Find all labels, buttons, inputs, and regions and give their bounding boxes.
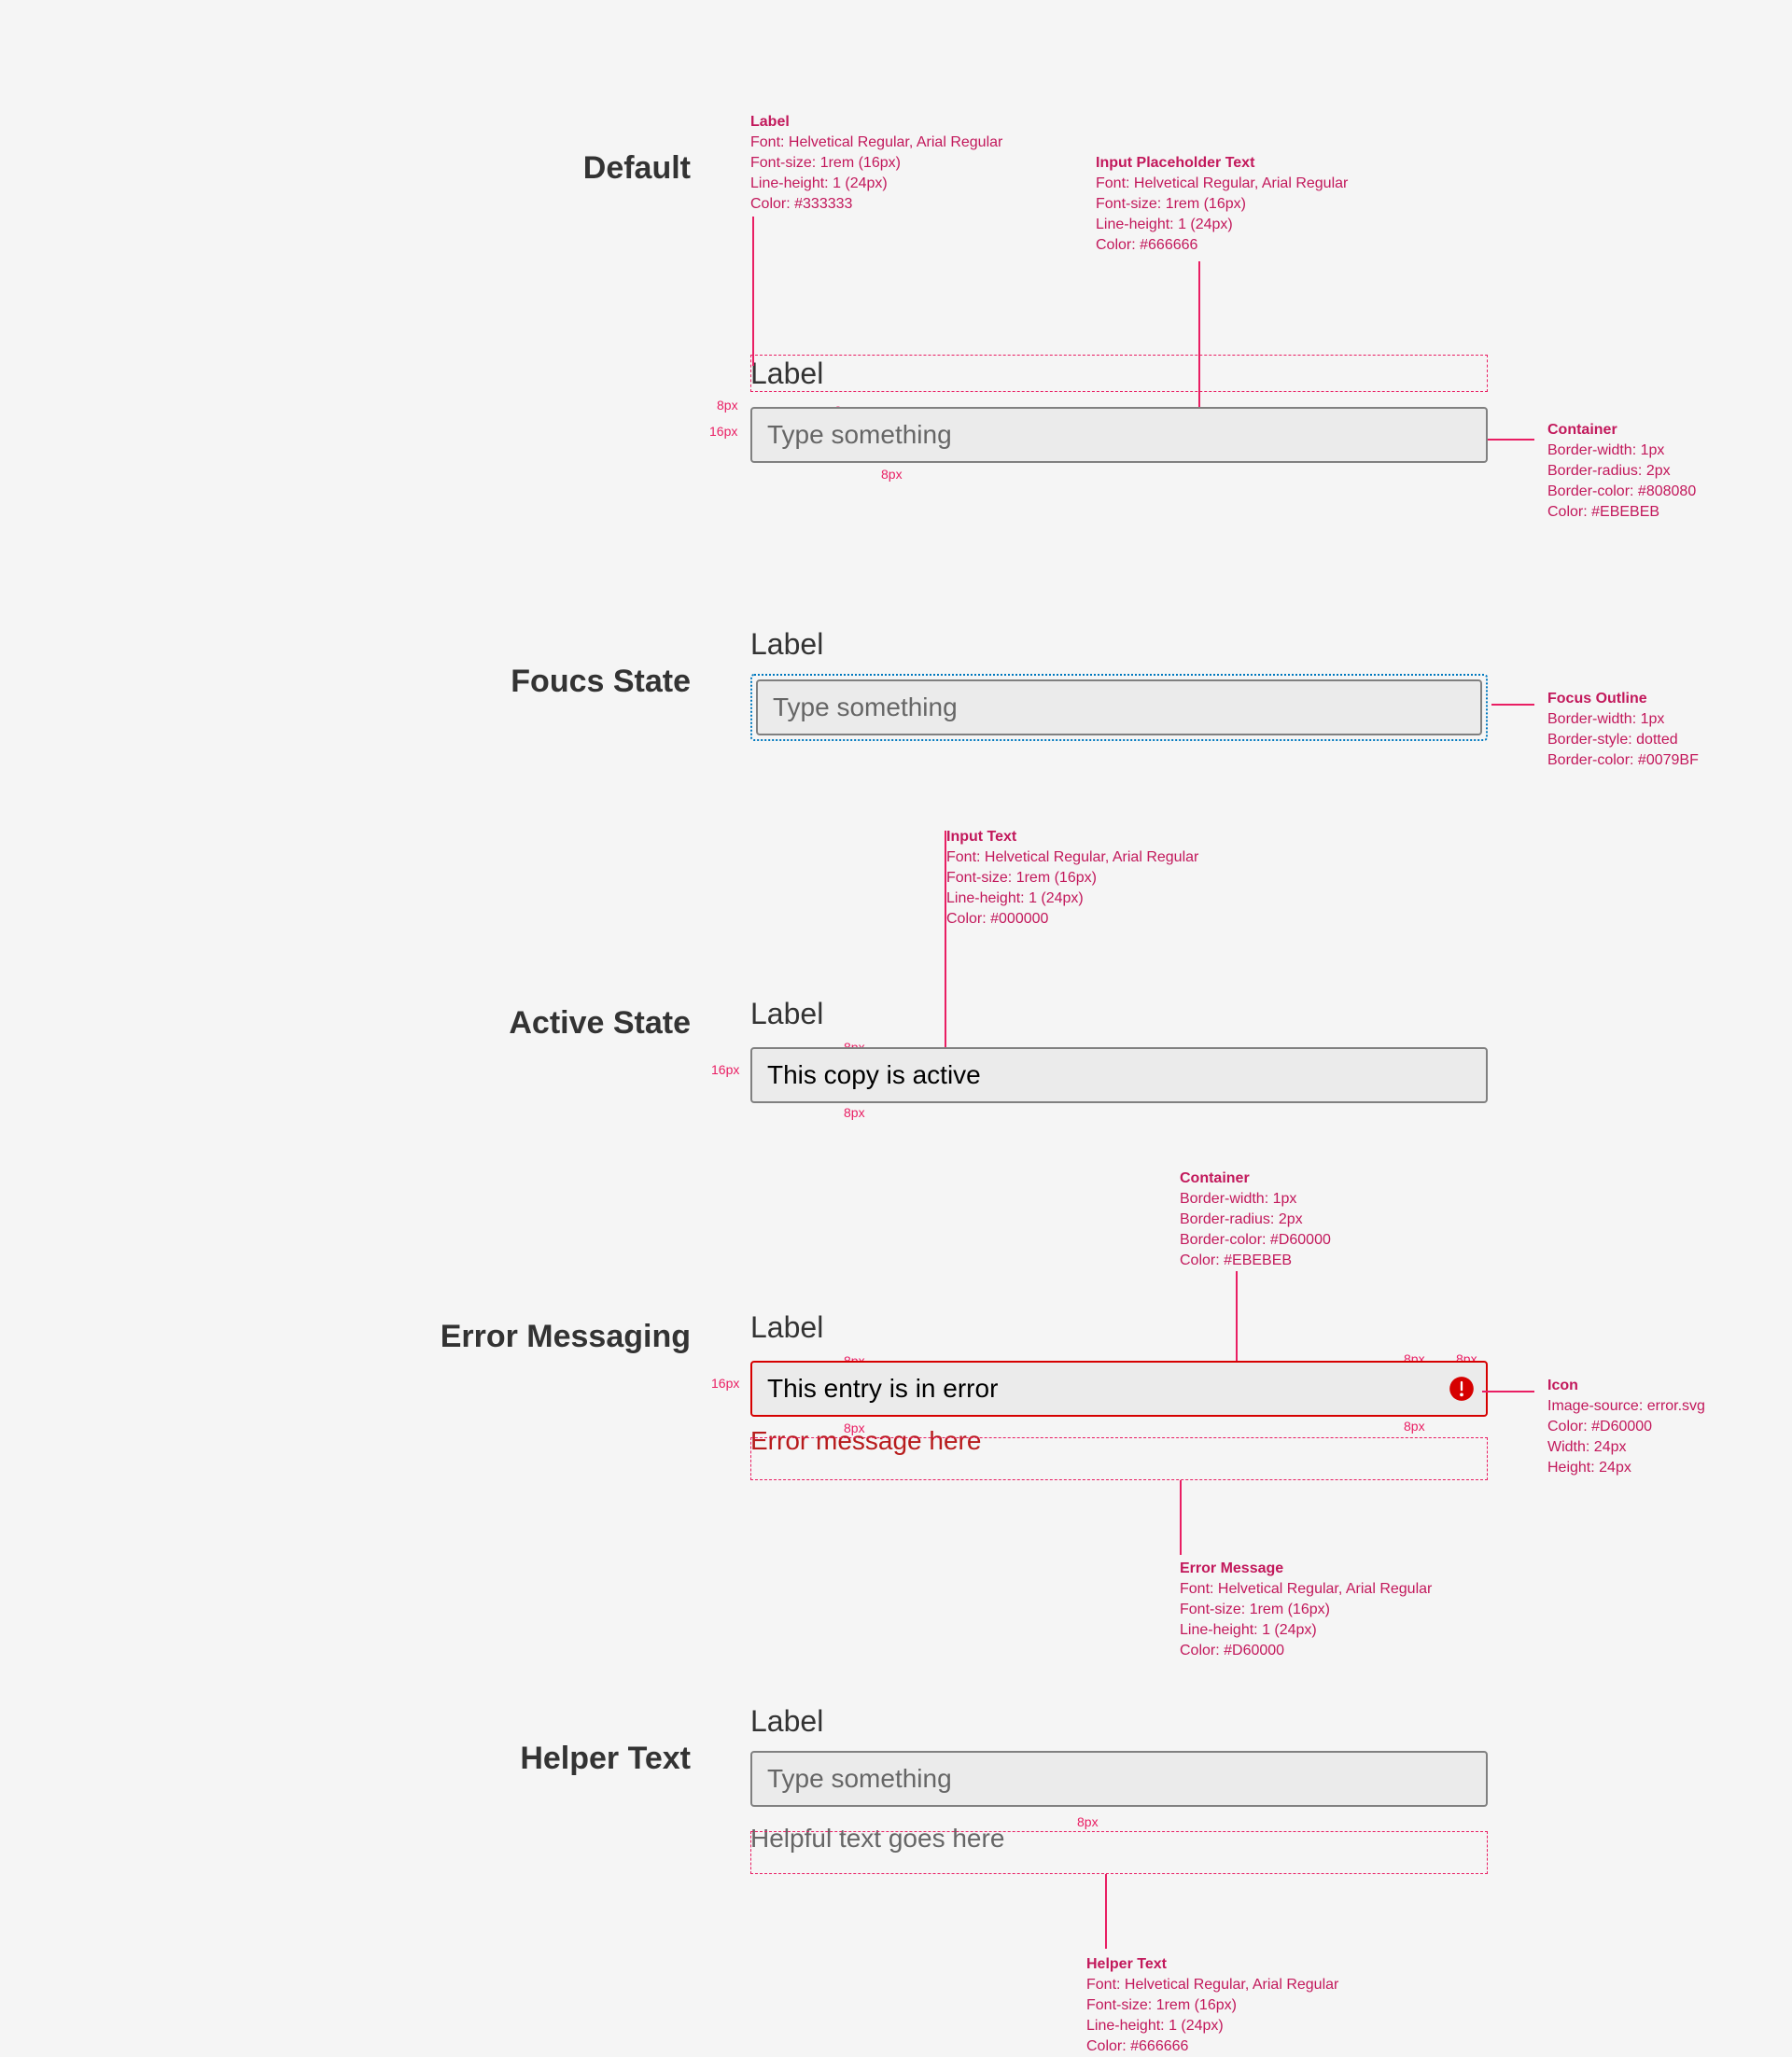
text-input[interactable]: Type something [750, 407, 1488, 463]
annotation-title: Container [1547, 422, 1617, 438]
row-default: Default Label Font: Helvetical Regular, … [0, 112, 1792, 523]
annotation-title: Icon [1547, 1378, 1578, 1393]
annotation-line: Color: #666666 [1096, 237, 1197, 253]
annotation-input-text: Input Text Font: Helvetical Regular, Ari… [946, 827, 1301, 930]
state-title-error: Error Messaging [0, 1318, 691, 1355]
annotation-line: Color: #D60000 [1547, 1419, 1652, 1434]
annotation-line: Line-height: 1 (24px) [750, 175, 888, 191]
annotation-line: Font-size: 1rem (16px) [1180, 1602, 1330, 1617]
annotation-line: Border-radius: 2px [1547, 463, 1671, 479]
annotation-line: Color: #EBEBEB [1547, 504, 1659, 520]
input-value: This copy is active [767, 1058, 981, 1092]
annotation-placeholder: Input Placeholder Text Font: Helvetical … [1096, 153, 1450, 256]
annotation-line: Color: #D60000 [1180, 1643, 1284, 1658]
annotation-title: Focus Outline [1547, 691, 1647, 707]
input-label: Label [750, 1702, 1488, 1740]
annotation-line: Line-height: 1 (24px) [1180, 1622, 1317, 1638]
annotation-title: Container [1180, 1170, 1250, 1186]
annotation-line: Border-width: 1px [1180, 1191, 1296, 1207]
annotation-line: Line-height: 1 (24px) [1096, 217, 1233, 232]
input-label: Label [750, 355, 1488, 392]
error-message: Error message here [750, 1424, 1488, 1458]
annotation-line: Font: Helvetical Regular, Arial Regular [750, 134, 1002, 150]
spacing-8px: 8px [717, 398, 738, 413]
annotation-title: Error Message [1180, 1560, 1283, 1576]
spacing-16px: 16px [709, 424, 737, 439]
state-title-helper: Helper Text [0, 1740, 691, 1777]
annotation-title: Helper Text [1086, 1956, 1167, 1972]
annotation-title: Input Text [946, 829, 1016, 845]
text-input-error[interactable]: This entry is in error [750, 1361, 1488, 1417]
row-focus: Foucs State Label Type something Focus O… [0, 625, 1792, 771]
annotation-helper-text: Helper Text Font: Helvetical Regular, Ar… [1086, 1954, 1441, 2057]
spacing-8px: 8px [881, 467, 903, 482]
row-error: Error Messaging Container Border-width: … [0, 1140, 1792, 1478]
state-title-active: Active State [0, 1004, 691, 1042]
input-label: Label [750, 995, 1488, 1032]
spec-sheet: Default Label Font: Helvetical Regular, … [0, 0, 1792, 2042]
text-input[interactable]: This copy is active [750, 1047, 1488, 1103]
row-active: Active State Input Text Font: Helvetical… [0, 827, 1792, 1103]
lead-line [1180, 1480, 1182, 1555]
annotation-line: Border-radius: 2px [1180, 1211, 1303, 1227]
input-placeholder: Type something [767, 1762, 952, 1796]
annotation-line: Font: Helvetical Regular, Arial Regular [946, 849, 1198, 865]
text-input[interactable]: Type something [750, 1751, 1488, 1807]
input-value: This entry is in error [767, 1372, 998, 1406]
annotation-line: Font-size: 1rem (16px) [750, 155, 901, 171]
annotation-line: Color: #333333 [750, 196, 852, 212]
annotation-focus-outline: Focus Outline Border-width: 1px Border-s… [1547, 689, 1792, 771]
annotation-line: Font-size: 1rem (16px) [1096, 196, 1246, 212]
text-input[interactable]: Type something [756, 679, 1482, 735]
annotation-line: Font: Helvetical Regular, Arial Regular [1096, 175, 1348, 191]
spacing-16px: 16px [711, 1062, 739, 1077]
demo-focus: Label Type something [750, 625, 1488, 741]
state-title-focus: Foucs State [0, 663, 691, 700]
annotation-line: Font: Helvetical Regular, Arial Regular [1086, 1977, 1338, 1993]
input-placeholder: Type something [767, 418, 952, 452]
annotation-title: Label [750, 114, 790, 130]
annotation-line: Font-size: 1rem (16px) [1086, 1997, 1237, 2013]
lead-line [1105, 1874, 1107, 1949]
annotation-line: Color: #EBEBEB [1180, 1252, 1292, 1268]
annotation-line: Border-width: 1px [1547, 711, 1664, 727]
annotation-icon: Icon Image-source: error.svg Color: #D60… [1547, 1376, 1792, 1478]
annotation-error-message: Error Message Font: Helvetical Regular, … [1180, 1559, 1534, 1661]
annotation-line: Color: #000000 [946, 911, 1048, 927]
input-label: Label [750, 625, 1488, 663]
annotation-line: Color: #666666 [1086, 2038, 1188, 2054]
annotation-line: Border-style: dotted [1547, 732, 1678, 748]
annotation-line: Border-width: 1px [1547, 442, 1664, 458]
helper-text: Helpful text goes here [750, 1822, 1488, 1855]
state-title-default: Default [0, 149, 691, 187]
annotation-label: Label Font: Helvetical Regular, Arial Re… [750, 112, 1105, 215]
demo-default: Label Font: Helvetical Regular, Arial Re… [750, 112, 1488, 463]
spacing-8px: 8px [844, 1105, 865, 1120]
demo-active: Input Text Font: Helvetical Regular, Ari… [750, 827, 1488, 1103]
annotation-line: Image-source: error.svg [1547, 1398, 1705, 1414]
annotation-line: Border-color: #0079BF [1547, 752, 1699, 768]
lead-line [752, 217, 754, 366]
annotation-error-container: Container Border-width: 1px Border-radiu… [1180, 1168, 1534, 1271]
annotation-title: Input Placeholder Text [1096, 155, 1254, 171]
annotation-line: Height: 24px [1547, 1460, 1631, 1476]
annotation-container: Container Border-width: 1px Border-radiu… [1547, 420, 1792, 523]
input-placeholder: Type something [773, 691, 958, 724]
input-label: Label [750, 1308, 1488, 1346]
demo-helper: Label Type something 8px Helpful text go… [750, 1702, 1488, 1855]
spacing-16px: 16px [711, 1376, 739, 1391]
annotation-line: Border-color: #D60000 [1180, 1232, 1331, 1248]
annotation-line: Border-color: #808080 [1547, 483, 1696, 499]
annotation-line: Font-size: 1rem (16px) [946, 870, 1097, 886]
annotation-line: Font: Helvetical Regular, Arial Regular [1180, 1581, 1432, 1597]
annotation-line: Line-height: 1 (24px) [1086, 2018, 1224, 2034]
annotation-line: Width: 24px [1547, 1439, 1626, 1455]
row-helper: Helper Text Label Type something 8px Hel… [0, 1702, 1792, 1855]
focus-outline: Type something [750, 674, 1488, 741]
error-icon [1449, 1376, 1475, 1402]
demo-error: Container Border-width: 1px Border-radiu… [750, 1140, 1488, 1458]
annotation-line: Line-height: 1 (24px) [946, 890, 1084, 906]
